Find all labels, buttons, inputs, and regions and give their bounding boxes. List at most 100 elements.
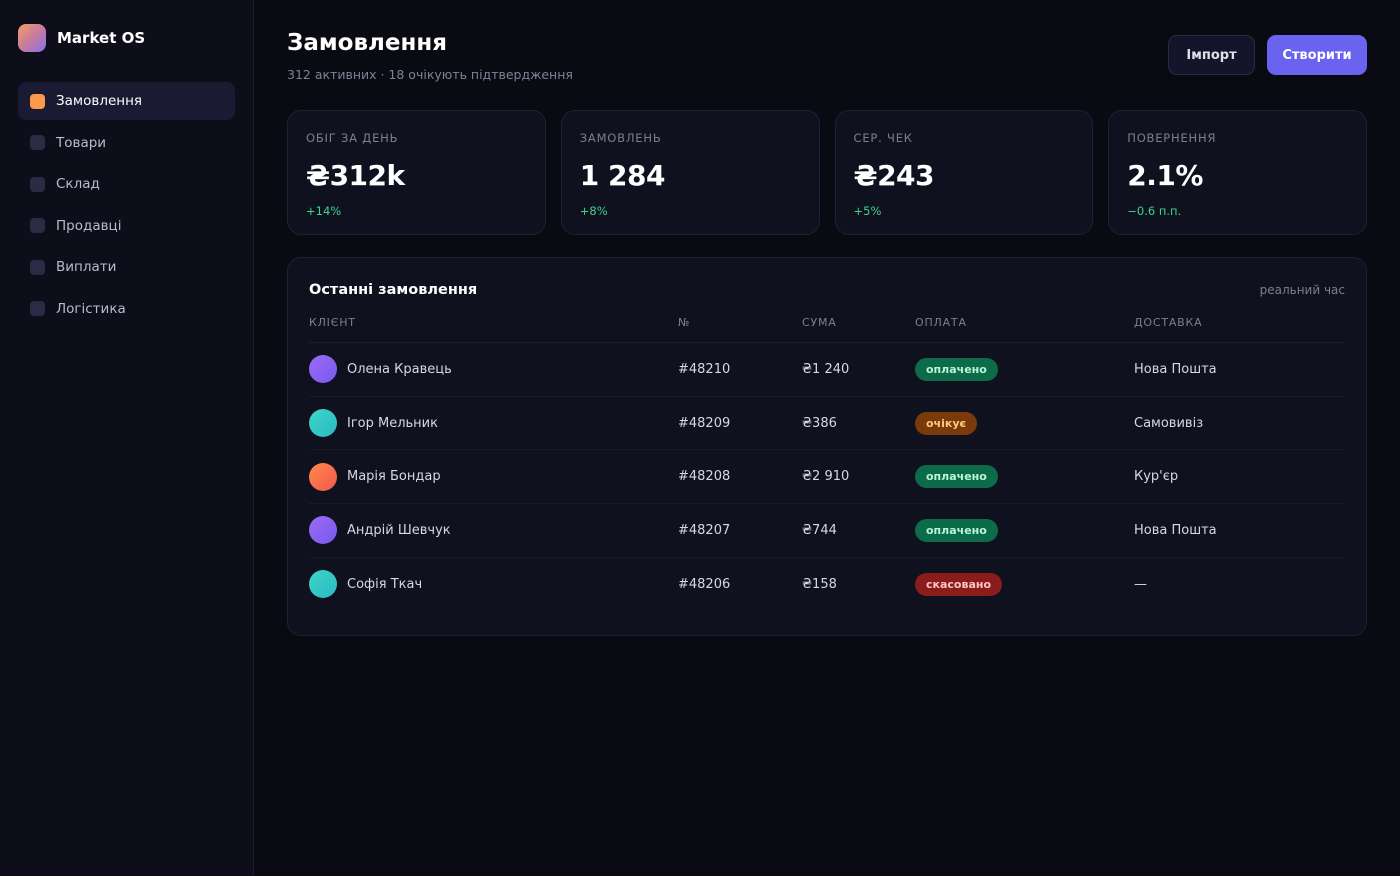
client-name: Ігор Мельник [347, 415, 438, 431]
sidebar-item-label: Замовлення [56, 93, 143, 109]
main-content: Замовлення 312 активних · 18 очікують пі… [254, 0, 1400, 876]
kpi-value: 1 284 [579, 159, 666, 192]
order-amount: ₴744 [802, 503, 915, 558]
brand-name: Market OS [57, 29, 146, 47]
kpi-label: Замовлень [579, 131, 662, 145]
client-cell: Марія Бондар [309, 462, 678, 491]
avatar [309, 516, 337, 545]
order-number: #48210 [678, 342, 802, 397]
client-name: Андрій Шевчук [347, 522, 451, 538]
table-row[interactable]: Ігор Мельник #48209 ₴386 очікує Самовиві… [309, 396, 1345, 451]
delivery-method: Кур'єр [1134, 449, 1345, 505]
delivery-method: — [1134, 576, 1147, 592]
column-header-number[interactable]: № [678, 316, 802, 343]
kpi-card-avg-check: Сер. чек ₴243 +5% [834, 110, 1094, 235]
kpi-label: Обіг за день [306, 131, 399, 145]
table-row[interactable]: Марія Бондар #48208 ₴2 910 оплачено Кур'… [309, 449, 1345, 505]
page-subtitle: 312 активних · 18 очікують підтвердження [287, 67, 573, 82]
sidebar-item-label: Товари [56, 134, 107, 151]
order-amount: ₴386 [802, 396, 915, 451]
kpi-value: ₴243 [853, 159, 935, 192]
square-icon [30, 176, 45, 192]
sidebar-nav: Замовлення Товари Склад Продавці Виплати… [18, 82, 235, 328]
order-number: #48206 [678, 576, 731, 592]
status-badge: оплачено [915, 357, 998, 381]
column-header-client[interactable]: КЛІЄНТ [309, 316, 678, 343]
client-cell: Ігор Мельник [309, 409, 678, 438]
page-title: Замовлення [287, 30, 448, 56]
order-number: #48208 [678, 449, 802, 505]
square-icon [30, 218, 45, 234]
avatar [309, 462, 337, 491]
kpi-delta: +8% [579, 204, 608, 218]
sidebar-item-label: Склад [56, 176, 100, 193]
kpi-value: 2.1% [1127, 159, 1203, 192]
import-button[interactable]: Імпорт [1168, 35, 1255, 75]
delivery-method: Самовивіз [1134, 396, 1345, 451]
table-row[interactable]: Софія Ткач #48206 ₴158 скасовано — [309, 557, 1345, 611]
client-cell: Андрій Шевчук [309, 516, 678, 545]
client-name: Олена Кравець [347, 361, 452, 377]
client-name: Софія Ткач [347, 576, 423, 592]
sidebar-item-label: Продавці [56, 217, 122, 234]
realtime-label: реальний час [1259, 283, 1345, 297]
sidebar-item-label: Виплати [56, 259, 117, 276]
recent-orders-card: Останні замовлення реальний час КЛІЄНТ №… [287, 257, 1367, 636]
kpi-delta: +5% [853, 204, 882, 218]
kpi-row: Обіг за день ₴312k +14% Замовлень 1 284 … [287, 110, 1367, 235]
order-amount: ₴2 910 [802, 449, 915, 505]
avatar [309, 355, 337, 384]
sidebar-item-orders[interactable]: Замовлення [18, 82, 235, 120]
column-header-payment[interactable]: ОПЛАТА [915, 316, 1134, 343]
sidebar-item-payouts[interactable]: Виплати [18, 248, 235, 286]
page-heading: Замовлення 312 активних · 18 очікують пі… [287, 30, 573, 82]
status-badge: очікує [915, 411, 978, 435]
status-badge: скасовано [915, 572, 1003, 596]
square-icon [30, 259, 45, 275]
square-icon [30, 301, 45, 317]
brand-logo-icon [18, 24, 46, 52]
card-title: Останні замовлення [309, 282, 478, 298]
order-number: #48207 [678, 503, 802, 558]
delivery-method: Нова Пошта [1134, 342, 1345, 397]
column-header-delivery[interactable]: ДОСТАВКА [1134, 316, 1345, 343]
brand[interactable]: Market OS [18, 22, 235, 54]
client-cell: Олена Кравець [309, 355, 678, 384]
kpi-label: Повернення [1127, 131, 1217, 145]
kpi-delta: +14% [306, 204, 342, 218]
kpi-card-orders: Замовлень 1 284 +8% [560, 110, 820, 235]
sidebar-item-sellers[interactable]: Продавці [18, 207, 235, 245]
table-row[interactable]: Олена Кравець #48210 ₴1 240 оплачено Нов… [309, 342, 1345, 397]
avatar [309, 570, 337, 599]
kpi-delta: −0.6 п.п. [1127, 204, 1182, 218]
card-header: Останні замовлення реальний час [309, 282, 1345, 298]
kpi-value: ₴312k [306, 159, 405, 192]
avatar [309, 409, 337, 438]
client-cell: Софія Ткач [309, 570, 678, 599]
order-amount: ₴158 [802, 576, 837, 592]
kpi-card-turnover: Обіг за день ₴312k +14% [287, 110, 546, 235]
square-icon [30, 93, 45, 109]
order-amount: ₴1 240 [802, 342, 915, 397]
table-header-row: КЛІЄНТ № СУМА ОПЛАТА ДОСТАВКА [309, 316, 1345, 343]
sidebar: Market OS Замовлення Товари Склад Продав… [0, 0, 254, 876]
column-header-amount[interactable]: СУМА [802, 316, 915, 343]
square-icon [30, 135, 45, 151]
create-button[interactable]: Створити [1267, 35, 1367, 75]
orders-table: КЛІЄНТ № СУМА ОПЛАТА ДОСТАВКА Олена Крав… [309, 316, 1345, 611]
client-name: Марія Бондар [347, 469, 441, 485]
page-header: Замовлення 312 активних · 18 очікують пі… [287, 30, 1367, 110]
header-actions: Імпорт Створити [1168, 35, 1367, 75]
delivery-method: Нова Пошта [1134, 503, 1345, 558]
sidebar-item-warehouse[interactable]: Склад [18, 165, 235, 203]
sidebar-item-logistics[interactable]: Логістика [18, 290, 235, 328]
status-badge: оплачено [915, 465, 998, 489]
status-badge: оплачено [915, 518, 998, 542]
sidebar-item-products[interactable]: Товари [18, 124, 235, 162]
kpi-label: Сер. чек [853, 131, 913, 145]
kpi-card-returns: Повернення 2.1% −0.6 п.п. [1108, 110, 1367, 235]
order-number: #48209 [678, 396, 802, 451]
table-row[interactable]: Андрій Шевчук #48207 ₴744 оплачено Нова … [309, 503, 1345, 558]
sidebar-item-label: Логістика [56, 300, 126, 317]
